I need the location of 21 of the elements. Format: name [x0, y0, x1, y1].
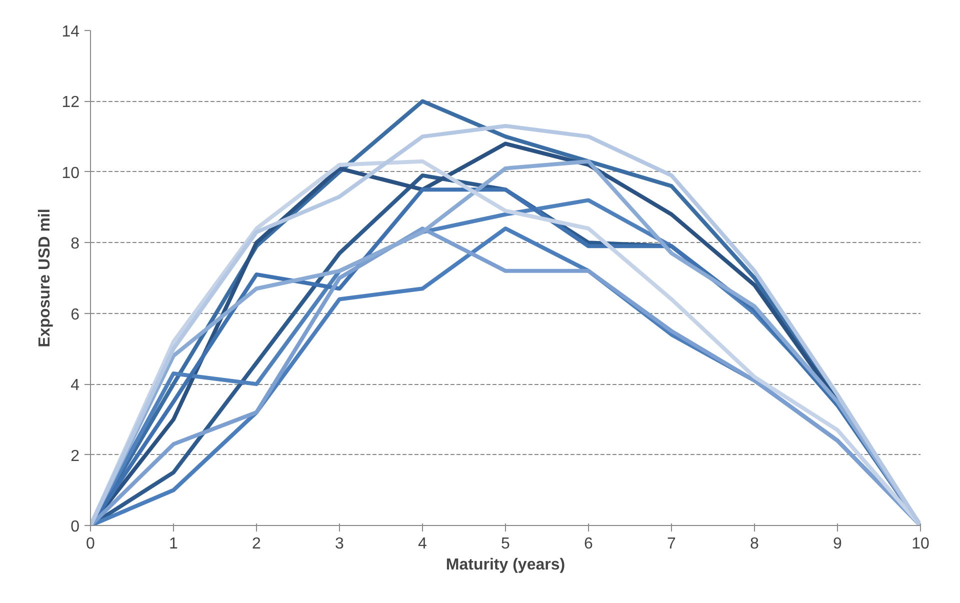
y-tick-label: 2 [70, 448, 80, 465]
y-axis-title: Exposure USD mil [36, 208, 54, 348]
y-tick-label: 0 [70, 518, 80, 536]
x-tick-label: 7 [667, 536, 676, 552]
x-tick-label: 1 [169, 536, 178, 552]
x-tick-label: 2 [252, 536, 262, 552]
y-tick-label: 8 [70, 236, 80, 253]
y-tick-label: 10 [62, 164, 80, 182]
x-tick-label: 5 [501, 536, 510, 552]
y-tick-label: 12 [62, 94, 80, 112]
x-tick-label: 0 [86, 536, 96, 552]
x-tick-label: 6 [584, 536, 594, 552]
x-tick-label: 8 [750, 536, 760, 552]
x-tick-label: 10 [912, 536, 930, 552]
x-tick-label: 9 [833, 536, 842, 552]
x-axis-title: Maturity (years) [446, 556, 566, 574]
x-tick-label: 3 [335, 536, 344, 552]
y-tick-label: 6 [70, 306, 80, 324]
x-tick-label: 4 [418, 536, 428, 552]
y-tick-label: 14 [62, 24, 80, 40]
y-tick-label: 4 [70, 377, 80, 394]
